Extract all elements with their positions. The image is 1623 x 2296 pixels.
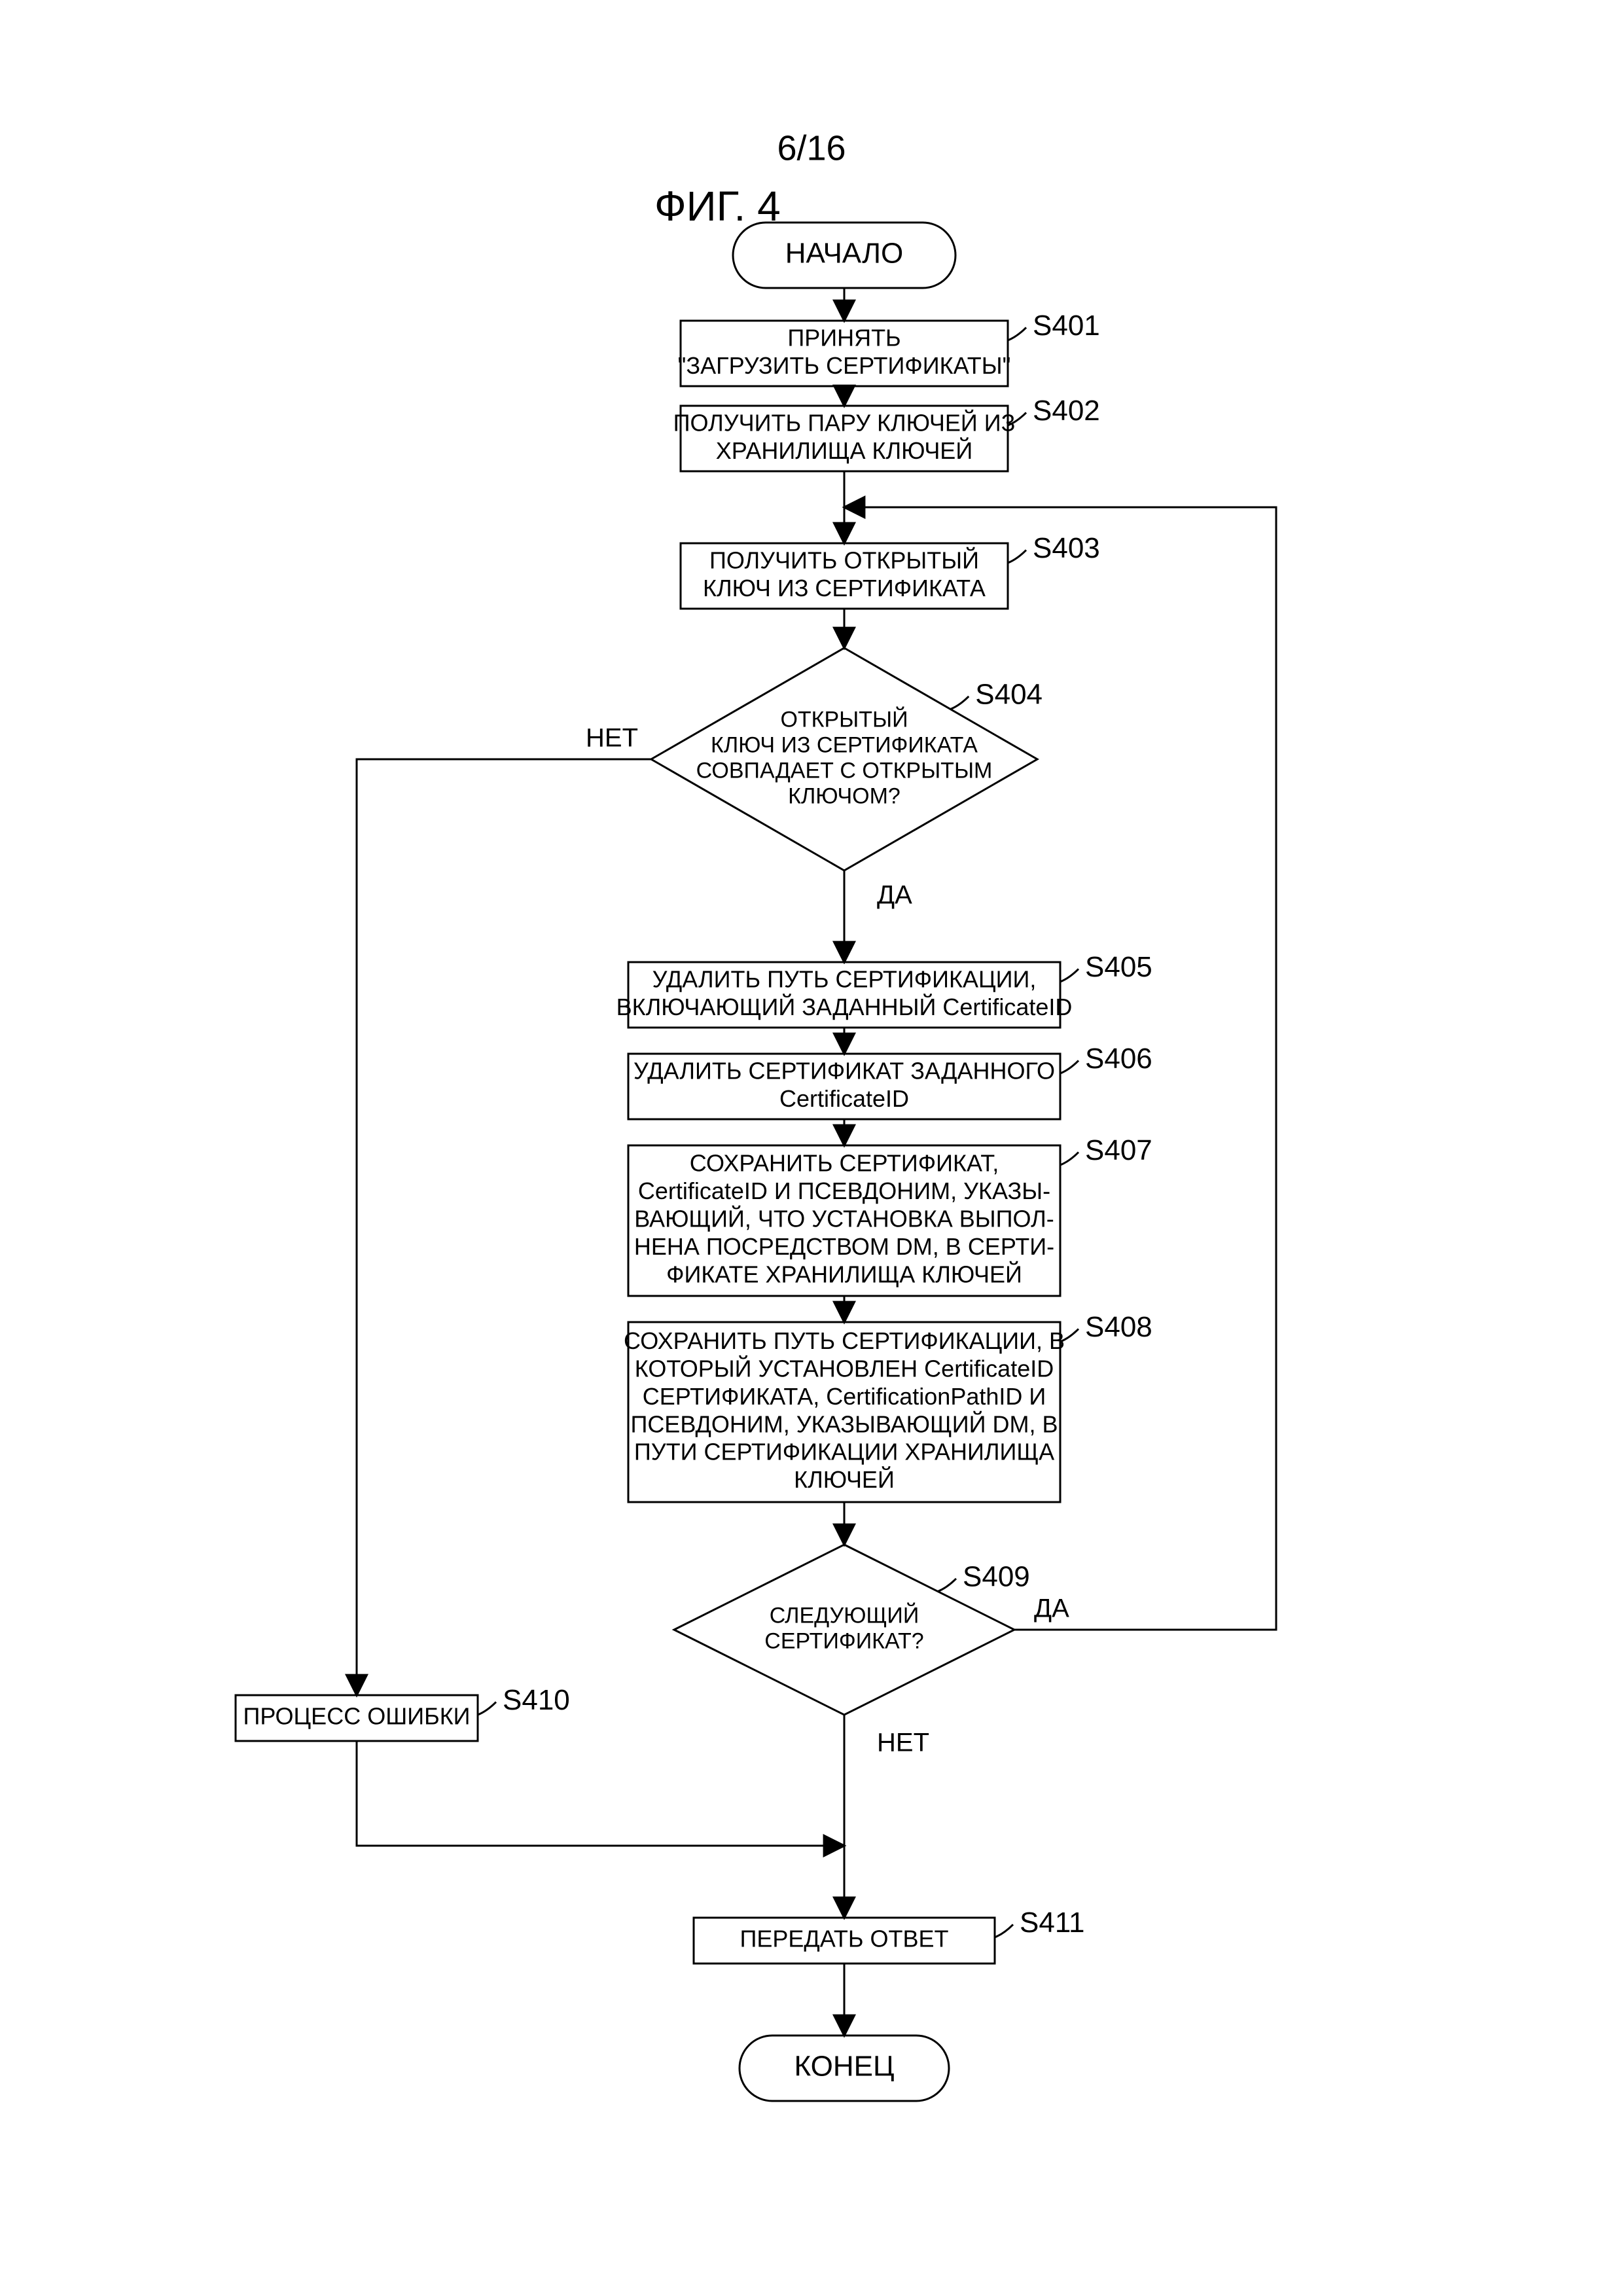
step-tick [995,1924,1013,1937]
decision-s404-text: ОТКРЫТЫЙ [780,707,908,732]
step-label: S411 [1020,1907,1085,1939]
step-tick [1008,327,1026,340]
process-s402-text: ХРАНИЛИЩА КЛЮЧЕЙ [716,437,972,464]
step-label: S404 [975,679,1043,711]
step-label: S410 [503,1684,570,1716]
step-tick [1008,550,1026,563]
terminator-end-text: КОНЕЦ [794,2051,894,2083]
process-s407-text: CertificateID И ПСЕВДОНИМ, УКАЗЫ- [638,1177,1050,1204]
step-tick [1060,1060,1079,1073]
process-s407-text: ВАЮЩИЙ, ЧТО УСТАНОВКА ВЫПОЛ- [634,1205,1054,1232]
connector [357,1741,844,1846]
process-s403-text: КЛЮЧ ИЗ СЕРТИФИКАТА [703,575,986,601]
step-tick [938,1579,956,1592]
step-label: S403 [1033,532,1100,564]
decision-s404-text: КЛЮЧОМ? [788,784,901,809]
process-s407-text: НЕНА ПОСРЕДСТВОМ DM, В СЕРТИ- [634,1233,1054,1260]
process-s403-text: ПОЛУЧИТЬ ОТКРЫТЫЙ [709,546,979,573]
process-s406-text: CertificateID [779,1085,909,1112]
step-tick [1060,969,1079,982]
decision-s409-text: СЕРТИФИКАТ? [764,1629,923,1654]
process-s408-text: КОТОРЫЙ УСТАНОВЛЕН CertificateID [635,1354,1054,1382]
process-s402-text: ПОЛУЧИТЬ ПАРУ КЛЮЧЕЙ ИЗ [673,408,1016,436]
process-s408-text: ПУТИ СЕРТИФИКАЦИИ ХРАНИЛИЩА [634,1439,1054,1465]
edge-no-s409: НЕТ [877,1729,929,1757]
connector [357,759,651,1695]
step-tick [950,696,969,709]
process-s408-text: КЛЮЧЕЙ [794,1465,895,1493]
process-s406-text: УДАЛИТЬ СЕРТИФИКАТ ЗАДАННОГО [633,1057,1055,1084]
edge-yes-s409: ДА [1034,1594,1069,1623]
terminator-start-text: НАЧАЛО [785,238,903,270]
step-label: S407 [1085,1134,1152,1166]
process-s408-text: СЕРТИФИКАТА, CertificationPathID И [643,1383,1046,1410]
step-label: S401 [1033,310,1100,342]
step-label: S406 [1085,1043,1152,1075]
edge-yes-s404: ДА [877,881,912,910]
page-number: 6/16 [777,128,846,168]
edge-no-s404: НЕТ [586,724,638,753]
step-label: S405 [1085,951,1152,983]
decision-s404-text: КЛЮЧ ИЗ СЕРТИФИКАТА [711,732,978,757]
decision-s409-text: СЛЕДУЮЩИЙ [770,1603,919,1628]
process-s408-text: СОХРАНИТЬ ПУТЬ СЕРТИФИКАЦИИ, В [624,1327,1065,1354]
process-s408-text: ПСЕВДОНИМ, УКАЗЫВАЮЩИЙ DM, В [630,1410,1058,1437]
step-label: S409 [963,1561,1030,1593]
process-s407-text: ФИКАТЕ ХРАНИЛИЩА КЛЮЧЕЙ [666,1260,1022,1287]
step-tick [1060,1152,1079,1165]
process-s407-text: СОХРАНИТЬ СЕРТИФИКАТ, [690,1150,999,1177]
process-s401-text: ПРИНЯТЬ [787,324,901,351]
step-label: S408 [1085,1311,1152,1343]
step-tick [478,1702,496,1715]
process-s405-text: ВКЛЮЧАЮЩИЙ ЗАДАННЫЙ CertificateID [616,993,1073,1020]
process-s405-text: УДАЛИТЬ ПУТЬ СЕРТИФИКАЦИИ, [652,965,1037,992]
process-s411-text: ПЕРЕДАТЬ ОТВЕТ [740,1926,948,1952]
process-s401-text: "ЗАГРУЗИТЬ СЕРТИФИКАТЫ" [678,352,1011,379]
step-label: S402 [1033,395,1100,427]
decision-s404-text: СОВПАДАЕТ С ОТКРЫТЫМ [696,759,993,783]
process-s410-text: ПРОЦЕСС ОШИБКИ [243,1703,470,1730]
